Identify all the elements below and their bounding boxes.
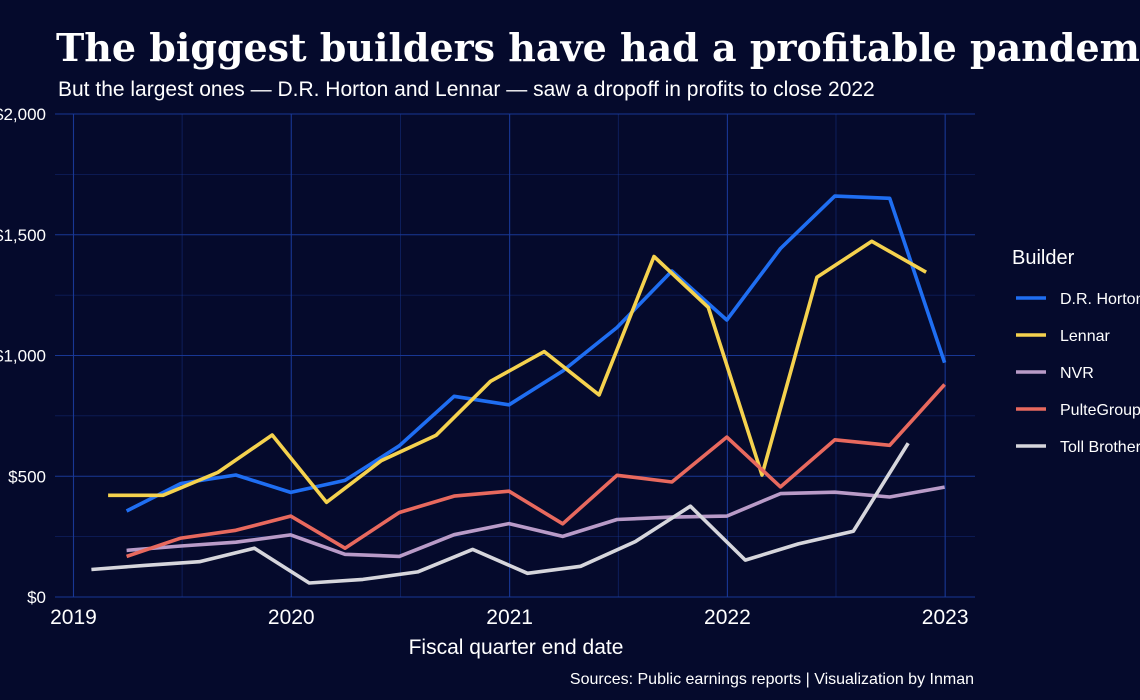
- legend-title: Builder: [1012, 247, 1075, 269]
- y-tick-label: $1,000: [0, 347, 46, 366]
- legend-label-lennar: Lennar: [1060, 328, 1110, 345]
- x-tick-label: 2020: [268, 606, 315, 629]
- legend-items: D.R. Horton Lennar NVR PulteGroup Toll Broth…: [1016, 291, 1140, 456]
- series-line-pultegroup: [126, 383, 946, 559]
- legend-label-pultegroup: PulteGroup: [1060, 402, 1140, 419]
- y-tick-label: $500: [8, 467, 46, 486]
- y-tick-label: $0: [27, 588, 46, 607]
- series-lines: [91, 194, 947, 585]
- x-axis-ticks: 2019 2020 2021 2022 2023: [50, 606, 968, 629]
- x-tick-label: 2021: [486, 606, 533, 629]
- chart-subtitle: But the largest ones — D.R. Horton and L…: [58, 78, 875, 101]
- y-axis-ticks: $0 $500 $1,000 $1,500 $2,000: [0, 105, 46, 607]
- x-tick-label: 2023: [922, 606, 969, 629]
- y-tick-label: $1,500: [0, 226, 46, 245]
- x-axis-title: Fiscal quarter end date: [409, 636, 624, 659]
- series-line-lennar: [108, 239, 927, 505]
- legend-label-d-r-horton: D.R. Horton: [1060, 291, 1140, 308]
- chart-title: The biggest builders have had a profitab…: [56, 25, 1140, 70]
- x-tick-label: 2022: [704, 606, 751, 629]
- legend: Builder D.R. Horton Lennar NVR PulteGroup To…: [1012, 247, 1140, 456]
- series-line-d-r-horton: [125, 194, 947, 513]
- x-tick-label: 2019: [50, 606, 97, 629]
- series-line-nvr: [126, 485, 945, 559]
- y-tick-label: $2,000: [0, 105, 46, 124]
- legend-label-nvr: NVR: [1060, 365, 1094, 382]
- series-line-toll-brothers: [91, 442, 910, 585]
- chart-caption: Sources: Public earnings reports | Visua…: [570, 671, 974, 688]
- legend-label-toll-brothers: Toll Brothers: [1060, 439, 1140, 456]
